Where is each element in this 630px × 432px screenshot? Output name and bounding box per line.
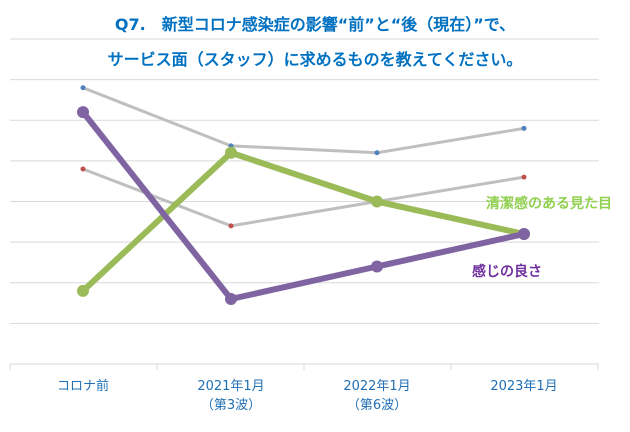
x-tick-label: （第3波） <box>201 398 261 413</box>
data-point <box>80 85 86 91</box>
data-point <box>371 195 383 208</box>
data-point <box>521 174 527 180</box>
x-tick-label: 2023年1月 <box>490 379 557 394</box>
data-point <box>374 150 380 156</box>
data-point <box>371 260 383 273</box>
chart-title: サービス面（スタッフ）に求めるものを教えてください。 <box>108 50 523 69</box>
data-point <box>225 146 237 159</box>
chart-title: Q7. 新型コロナ感染症の影響“前”と“後（現在）”で、 <box>115 15 515 34</box>
data-point <box>521 125 527 131</box>
x-tick-label: 2021年1月 <box>197 379 264 394</box>
series-label: 清潔感のある見た目 <box>486 195 612 212</box>
x-tick-label: （第6波） <box>347 398 407 413</box>
x-tick-label: コロナ前 <box>57 378 109 394</box>
data-point <box>518 228 530 240</box>
data-point <box>77 284 89 297</box>
data-point <box>225 293 237 305</box>
data-point <box>77 106 89 119</box>
series-label: 感じの良さ <box>472 263 542 280</box>
series-line <box>82 86 525 155</box>
x-tick-label: 2022年1月 <box>343 379 410 394</box>
series-line <box>80 110 525 302</box>
series-line <box>80 149 525 294</box>
data-point <box>80 166 86 172</box>
series-line <box>82 167 525 228</box>
data-point <box>228 223 234 229</box>
